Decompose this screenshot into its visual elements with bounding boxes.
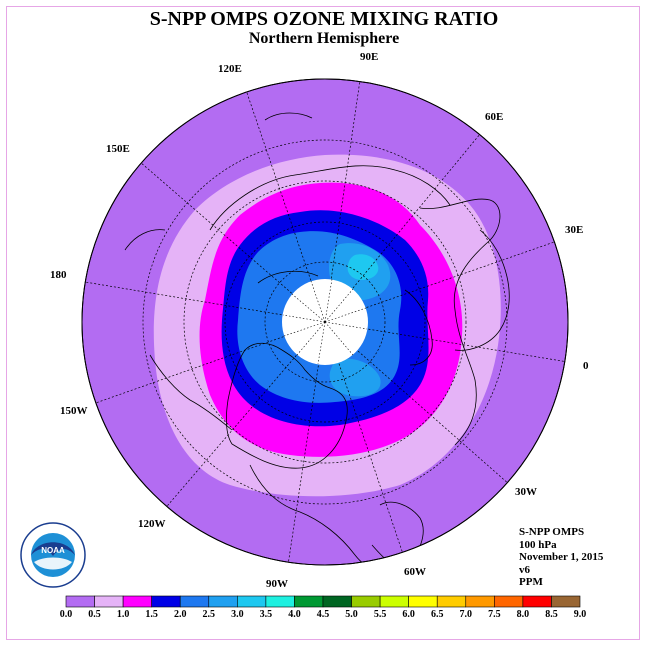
colorbar-swatch [94,595,124,608]
colorbar-tick-label: 1.0 [116,609,130,620]
colorbar-swatch [465,595,495,608]
colorbar-tick-label: 3.0 [231,609,244,620]
colorbar-swatch [237,595,267,608]
info-units: PPM [519,576,543,588]
colorbar-tick-label: 5.0 [345,609,358,620]
info-block: S-NPP OMPS 100 hPa November 1, 2015 v6 P… [519,526,603,589]
colorbar-swatch [208,595,238,608]
info-version: v6 [519,563,530,576]
info-instrument: S-NPP OMPS [519,526,585,538]
info-date: November 1, 2015 [519,551,604,563]
colorbar-tick-label: 8.0 [516,609,530,620]
lon-label-120e: 120E [218,63,242,75]
colorbar-tick-label: 2.0 [173,609,187,620]
info-level: 100 hPa [519,538,557,551]
colorbar-tick-label: 2.5 [202,609,216,620]
lon-label-90w: 90W [266,578,288,590]
contour-band-3-0 [347,254,379,280]
colorbar-tick-label: 5.5 [373,609,387,620]
logo-text: NOAA [41,546,65,555]
lon-label-180: 180 [50,269,67,281]
colorbar-swatch [179,595,210,608]
colorbar-swatch [379,595,409,608]
colorbar-tick-label: 6.0 [402,609,415,620]
lon-label-150e: 150E [106,143,130,155]
colorbar-swatch [551,595,581,608]
lon-label-60w: 60W [404,566,426,578]
colorbar-swatch [65,595,95,608]
colorbar-tick-label: 6.5 [430,609,444,620]
lon-label-0: 0 [583,360,589,372]
cap-graticule [282,278,368,365]
figure-frame [6,6,640,640]
coastlines [124,112,510,565]
colorbar [65,595,581,608]
colorbar-swatch [436,595,467,608]
colorbar-swatch [265,595,295,608]
lon-label-120w: 120W [138,518,166,530]
colorbar-tick-label: 4.0 [288,609,301,620]
colorbar-tick-label: 7.0 [459,609,473,620]
colorbar-swatch [408,595,438,608]
colorbar-tick-label: 0.0 [59,609,73,620]
colorbar-swatch [494,595,524,608]
colorbar-swatch [294,595,324,608]
colorbar-tick-label: 0.5 [88,609,101,620]
colorbar-tick-label: 7.5 [488,609,501,620]
contour-band-2-5-b [329,358,381,397]
lon-label-60e: 60E [485,111,504,123]
lon-label-150w: 150W [60,405,88,417]
lon-label-30e: 30E [565,224,584,236]
colorbar-swatch [151,595,181,608]
colorbar-tick-label: 9.0 [573,609,587,620]
colorbar-tick-label: 8.5 [545,609,558,620]
map-title: S-NPP OMPS OZONE MIXING RATIO [149,8,499,30]
colorbar-tick-label: 1.5 [145,609,158,620]
colorbar-swatch [122,595,152,608]
map-subtitle: Northern Hemisphere [248,30,400,47]
colorbar-swatch [522,595,552,608]
colorbar-swatch [322,595,352,608]
colorbar-tick-label: 3.5 [259,609,273,620]
colorbar-swatch [351,595,381,608]
noaa-logo: NOAA [20,522,86,588]
colorbar-tick-label: 4.5 [316,609,330,620]
lon-label-90e: 90E [360,51,379,63]
lon-label-30w: 30W [515,486,537,498]
